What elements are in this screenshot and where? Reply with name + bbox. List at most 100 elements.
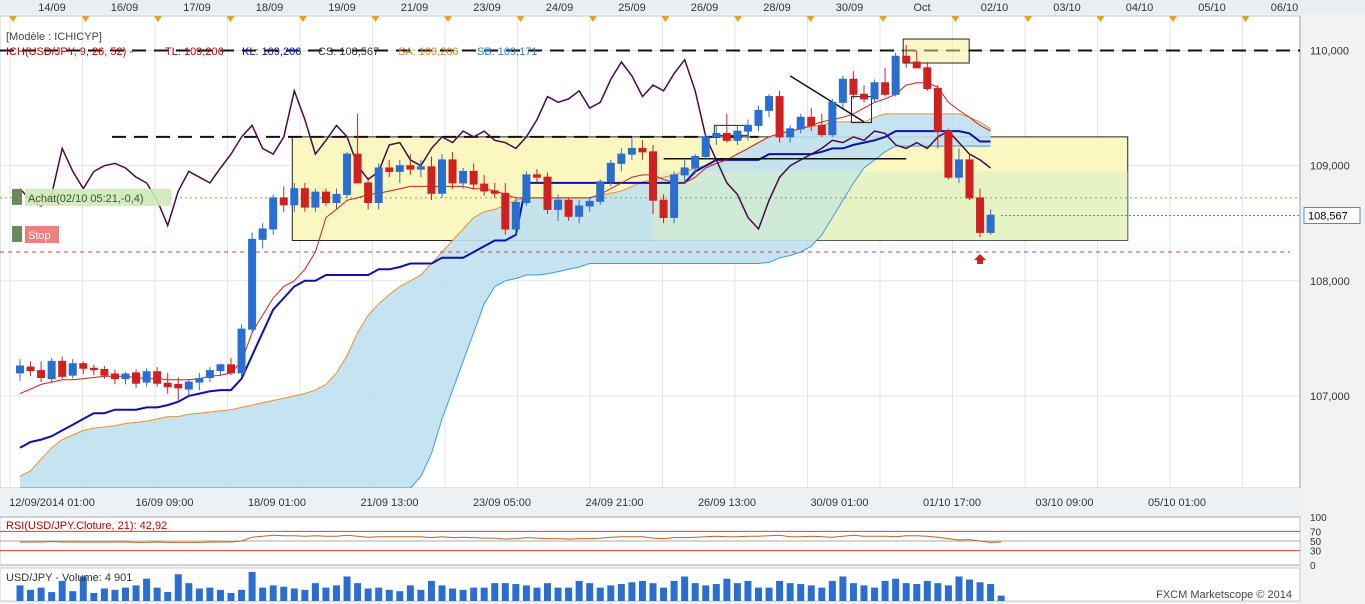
bottom-date-label: 24/09 21:00 — [585, 497, 643, 509]
candle-body-bull — [269, 197, 278, 230]
volume-bar — [818, 587, 826, 601]
candle-body-bull — [680, 167, 689, 176]
bottom-date-label: 23/09 05:00 — [473, 497, 531, 509]
stop-label: Stop — [28, 230, 51, 242]
candle-body-bear — [501, 192, 510, 230]
candle-body-bear — [385, 167, 394, 172]
volume-bar — [913, 584, 921, 601]
volume-bar — [491, 583, 499, 601]
candle-body-bull — [395, 165, 404, 172]
volume-bar — [871, 587, 879, 601]
candle-body-bear — [279, 197, 288, 206]
volume-bar — [111, 589, 119, 601]
candle-body-bear — [79, 363, 88, 369]
candle-body-bull — [954, 159, 963, 178]
candle-body-bear — [902, 55, 911, 63]
candle-body-bull — [237, 328, 246, 374]
candle-body-bull — [596, 181, 605, 202]
volume-bar — [733, 583, 741, 601]
candle-body-bull — [216, 364, 225, 372]
candle-body-bear — [881, 82, 890, 95]
copyright-label: FXCM Marketscope © 2014 — [1156, 589, 1292, 601]
volume-bar — [406, 585, 414, 601]
top-date-bar — [0, 0, 1365, 14]
date-marker-icon — [226, 16, 235, 22]
price-axis-label: 109,000 — [1310, 161, 1350, 173]
chikou-value: CS: 108,567 — [318, 46, 379, 58]
volume-bar — [132, 585, 140, 601]
volume-bar — [90, 592, 98, 601]
date-marker-icon — [81, 16, 90, 22]
volume-bar — [354, 583, 362, 601]
candle-body-bull — [627, 147, 636, 155]
volume-bar — [723, 578, 731, 601]
candle-body-bull — [205, 370, 214, 378]
chikou-span-line — [19, 58, 992, 231]
volume-bar — [79, 576, 87, 601]
volume-bar — [385, 589, 393, 601]
candle-body-bull — [754, 109, 763, 126]
candle-body-bear — [26, 366, 35, 372]
top-date-label: 28/09 — [763, 2, 791, 14]
volume-bar — [449, 588, 457, 601]
volume-bar — [417, 589, 425, 601]
indicator-label: ICH(USD/JPY, 9, 26, 52) - — [6, 46, 133, 58]
candle-body-bear — [37, 370, 46, 378]
volume-bar — [48, 592, 56, 601]
volume-bar — [849, 583, 857, 601]
volume-bar — [333, 585, 340, 601]
volume-bar — [617, 584, 625, 601]
volume-bar — [976, 582, 984, 601]
current-price-label: 108,567 — [1308, 211, 1348, 223]
volume-bar — [375, 587, 383, 601]
volume-bar — [544, 583, 551, 601]
date-marker-icon — [1096, 16, 1105, 22]
volume-bar — [702, 585, 710, 601]
candle-body-bull — [374, 167, 383, 203]
candle-body-bull — [838, 78, 847, 103]
candle-body-bull — [670, 174, 679, 218]
top-date-label: 24/09 — [546, 2, 574, 14]
candle-body-bull — [733, 130, 742, 141]
volume-bar — [58, 580, 66, 601]
candle-body-bull — [16, 365, 24, 374]
volume-bar — [100, 588, 108, 601]
candle-body-bear — [174, 383, 183, 389]
candle-body-bull — [891, 55, 900, 95]
flag-trend-line — [789, 75, 865, 123]
volume-bar — [776, 580, 784, 601]
volume-bar — [955, 576, 963, 601]
volume-bar — [459, 589, 467, 601]
date-marker-icon — [661, 16, 670, 22]
candle-body-bull — [258, 228, 267, 240]
candle-body-bear — [89, 367, 98, 371]
candle-body-bear — [100, 368, 109, 376]
candle-body-bull — [617, 153, 626, 164]
volume-bar — [322, 587, 330, 601]
top-date-label: 05/10 — [1198, 2, 1226, 14]
volume-bar — [248, 572, 256, 601]
volume-bar — [343, 576, 351, 601]
candle-body-bull — [522, 174, 531, 203]
price-axis-label: 107,000 — [1310, 391, 1350, 403]
volume-bar — [480, 587, 488, 601]
volume-bar — [997, 595, 1005, 601]
rsi-axis-label: 100 — [1310, 513, 1327, 524]
volume-bar — [164, 592, 172, 601]
top-date-label: 18/09 — [256, 2, 284, 14]
volume-bar — [301, 589, 309, 601]
volume-bar — [670, 580, 678, 601]
candle-body-bear — [163, 382, 172, 388]
kijun-sen-line — [19, 130, 991, 449]
date-marker-icon — [1241, 16, 1250, 22]
volume-bar — [987, 584, 995, 601]
volume-bar — [944, 585, 952, 601]
volume-label: USD/JPY - Volume: 4 901 — [6, 572, 132, 584]
candle-body-bear — [353, 153, 362, 184]
candle-body-bull — [47, 360, 56, 380]
candle-body-bear — [153, 371, 162, 384]
volume-bar — [660, 587, 668, 601]
bottom-date-bar — [0, 488, 1300, 514]
